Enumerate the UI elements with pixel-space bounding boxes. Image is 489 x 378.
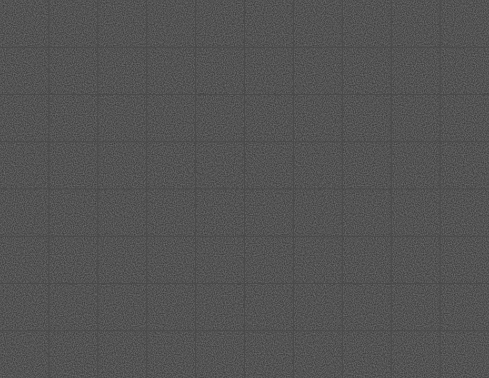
page: (() => { const data = JSON.parse(documen… [0,0,489,378]
scope-screen [0,0,489,378]
